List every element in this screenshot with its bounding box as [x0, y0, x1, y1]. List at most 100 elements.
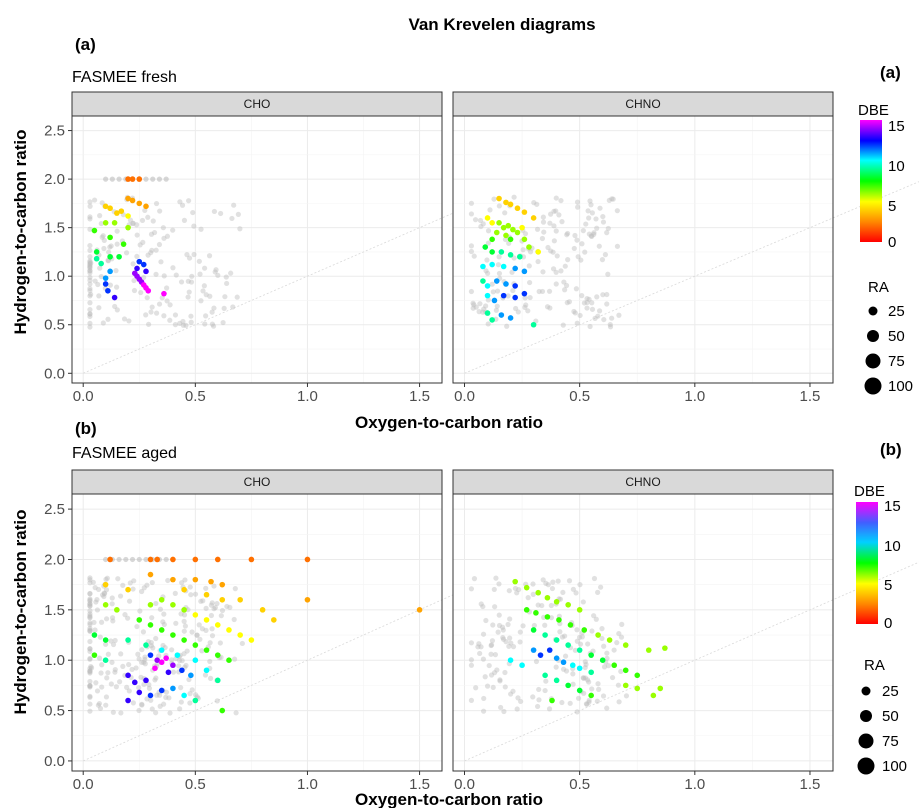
y-tick-label: 1.0 [44, 652, 65, 669]
background-point [553, 228, 559, 234]
background-point [139, 588, 145, 595]
background-point [206, 253, 213, 259]
background-point [614, 208, 620, 214]
background-point [616, 699, 622, 705]
data-point [496, 220, 502, 226]
background-point [224, 280, 230, 287]
background-point [533, 658, 540, 665]
data-point [606, 637, 613, 643]
background-point [96, 305, 102, 311]
background-point [87, 274, 93, 280]
background-point [170, 265, 176, 271]
background-point [546, 288, 553, 294]
background-point [93, 680, 99, 686]
data-point [516, 253, 523, 260]
background-point [468, 662, 475, 668]
background-point [160, 642, 166, 649]
background-point [87, 259, 93, 265]
background-point [105, 651, 111, 657]
background-point [110, 641, 117, 648]
data-point [125, 195, 131, 202]
data-point [125, 697, 131, 704]
x-tick-label: 1.5 [800, 776, 821, 793]
background-point [560, 666, 567, 672]
data-point [102, 602, 109, 608]
colorbar-tick-label: 10 [888, 158, 905, 175]
background-point [219, 607, 226, 614]
background-point [614, 640, 620, 646]
background-point [559, 699, 565, 706]
background-point [549, 585, 556, 592]
background-point [535, 602, 541, 608]
background-point [169, 657, 175, 663]
background-point [551, 238, 557, 244]
background-point [143, 556, 149, 563]
background-point [116, 176, 122, 182]
background-point [87, 603, 93, 609]
background-point [494, 303, 500, 309]
background-point [231, 616, 237, 623]
background-point [553, 664, 559, 670]
background-point [505, 293, 511, 299]
background-point [534, 703, 541, 710]
background-point [97, 213, 103, 219]
background-point [179, 580, 185, 586]
background-point [543, 580, 549, 586]
data-point [214, 622, 221, 628]
background-point [183, 322, 189, 329]
background-point [87, 320, 93, 326]
background-point [141, 274, 147, 281]
background-point [573, 590, 579, 596]
data-point [489, 236, 495, 243]
background-point [522, 295, 528, 301]
background-point [476, 641, 482, 647]
data-point [304, 556, 311, 563]
data-point [125, 224, 131, 231]
background-point [540, 219, 547, 225]
data-point [174, 652, 181, 658]
data-point [140, 261, 147, 268]
y-tick-label: 0.5 [44, 317, 65, 334]
background-point [87, 655, 93, 662]
background-point [203, 605, 209, 612]
background-point [589, 210, 595, 216]
background-point [87, 598, 93, 604]
background-point [594, 294, 600, 300]
background-point [87, 628, 93, 634]
background-point [239, 640, 245, 647]
background-point [87, 267, 93, 274]
background-point [187, 584, 193, 590]
background-point [87, 590, 93, 597]
data-point [514, 229, 521, 236]
background-point [160, 225, 166, 231]
data-point [512, 283, 518, 289]
background-point [492, 604, 498, 610]
background-point [489, 281, 495, 287]
data-point [576, 687, 583, 694]
background-point [208, 612, 214, 619]
background-point [87, 656, 93, 662]
background-point [531, 622, 537, 629]
background-point [148, 639, 154, 646]
background-point [604, 655, 610, 661]
background-point [570, 671, 576, 677]
background-point [186, 676, 192, 683]
background-point [488, 672, 495, 678]
background-point [580, 599, 586, 605]
x-tick-label: 1.0 [684, 388, 705, 405]
background-point [586, 697, 592, 704]
background-point [87, 277, 93, 283]
background-point [184, 252, 190, 258]
background-point [498, 704, 504, 711]
background-point [506, 588, 512, 594]
background-point [558, 197, 564, 204]
background-point [87, 270, 93, 276]
background-point [142, 656, 148, 663]
background-point [87, 265, 93, 271]
panel-background [72, 116, 442, 383]
background-point [600, 693, 607, 699]
background-point [191, 251, 197, 258]
data-point [158, 627, 165, 633]
background-point [87, 670, 93, 676]
background-point [480, 656, 487, 662]
